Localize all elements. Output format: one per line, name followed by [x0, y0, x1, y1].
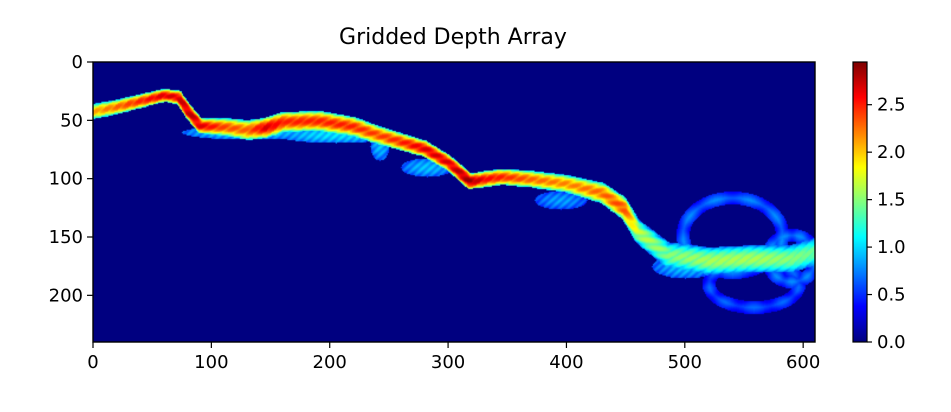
y-tick-label: 150: [49, 227, 83, 248]
x-axis: 0 100 200 300 400 500 600: [87, 342, 820, 373]
chart-title: Gridded Depth Array: [339, 25, 567, 50]
x-tick-label: 300: [431, 352, 465, 373]
x-tick-label: 400: [549, 352, 583, 373]
plot-frame: [92, 61, 816, 343]
colorbar-axis: 0.0 0.5 1.0 1.5 2.0 2.5: [867, 95, 906, 353]
y-tick-label: 0: [72, 52, 83, 73]
y-tick-label: 200: [49, 285, 83, 306]
y-axis: 0 50 100 150 200: [49, 52, 93, 306]
colorbar-tick-label: 2.5: [877, 95, 906, 116]
colorbar-tick-label: 0.0: [877, 332, 906, 353]
depth-heatmap: [93, 62, 815, 342]
x-tick-label: 200: [313, 352, 347, 373]
y-tick-label: 100: [49, 169, 83, 190]
colorbar-tick-label: 1.0: [877, 237, 906, 258]
colorbar-gradient: [853, 62, 867, 342]
colorbar-tick-label: 2.0: [877, 142, 906, 163]
x-tick-label: 500: [668, 352, 702, 373]
colorbar-tick-label: 1.5: [877, 190, 906, 211]
x-tick-label: 0: [87, 352, 98, 373]
x-tick-label: 100: [194, 352, 228, 373]
y-tick-label: 50: [60, 110, 83, 131]
colorbar-frame: [852, 61, 868, 343]
x-tick-label: 600: [786, 352, 820, 373]
colorbar-tick-label: 0.5: [877, 285, 906, 306]
